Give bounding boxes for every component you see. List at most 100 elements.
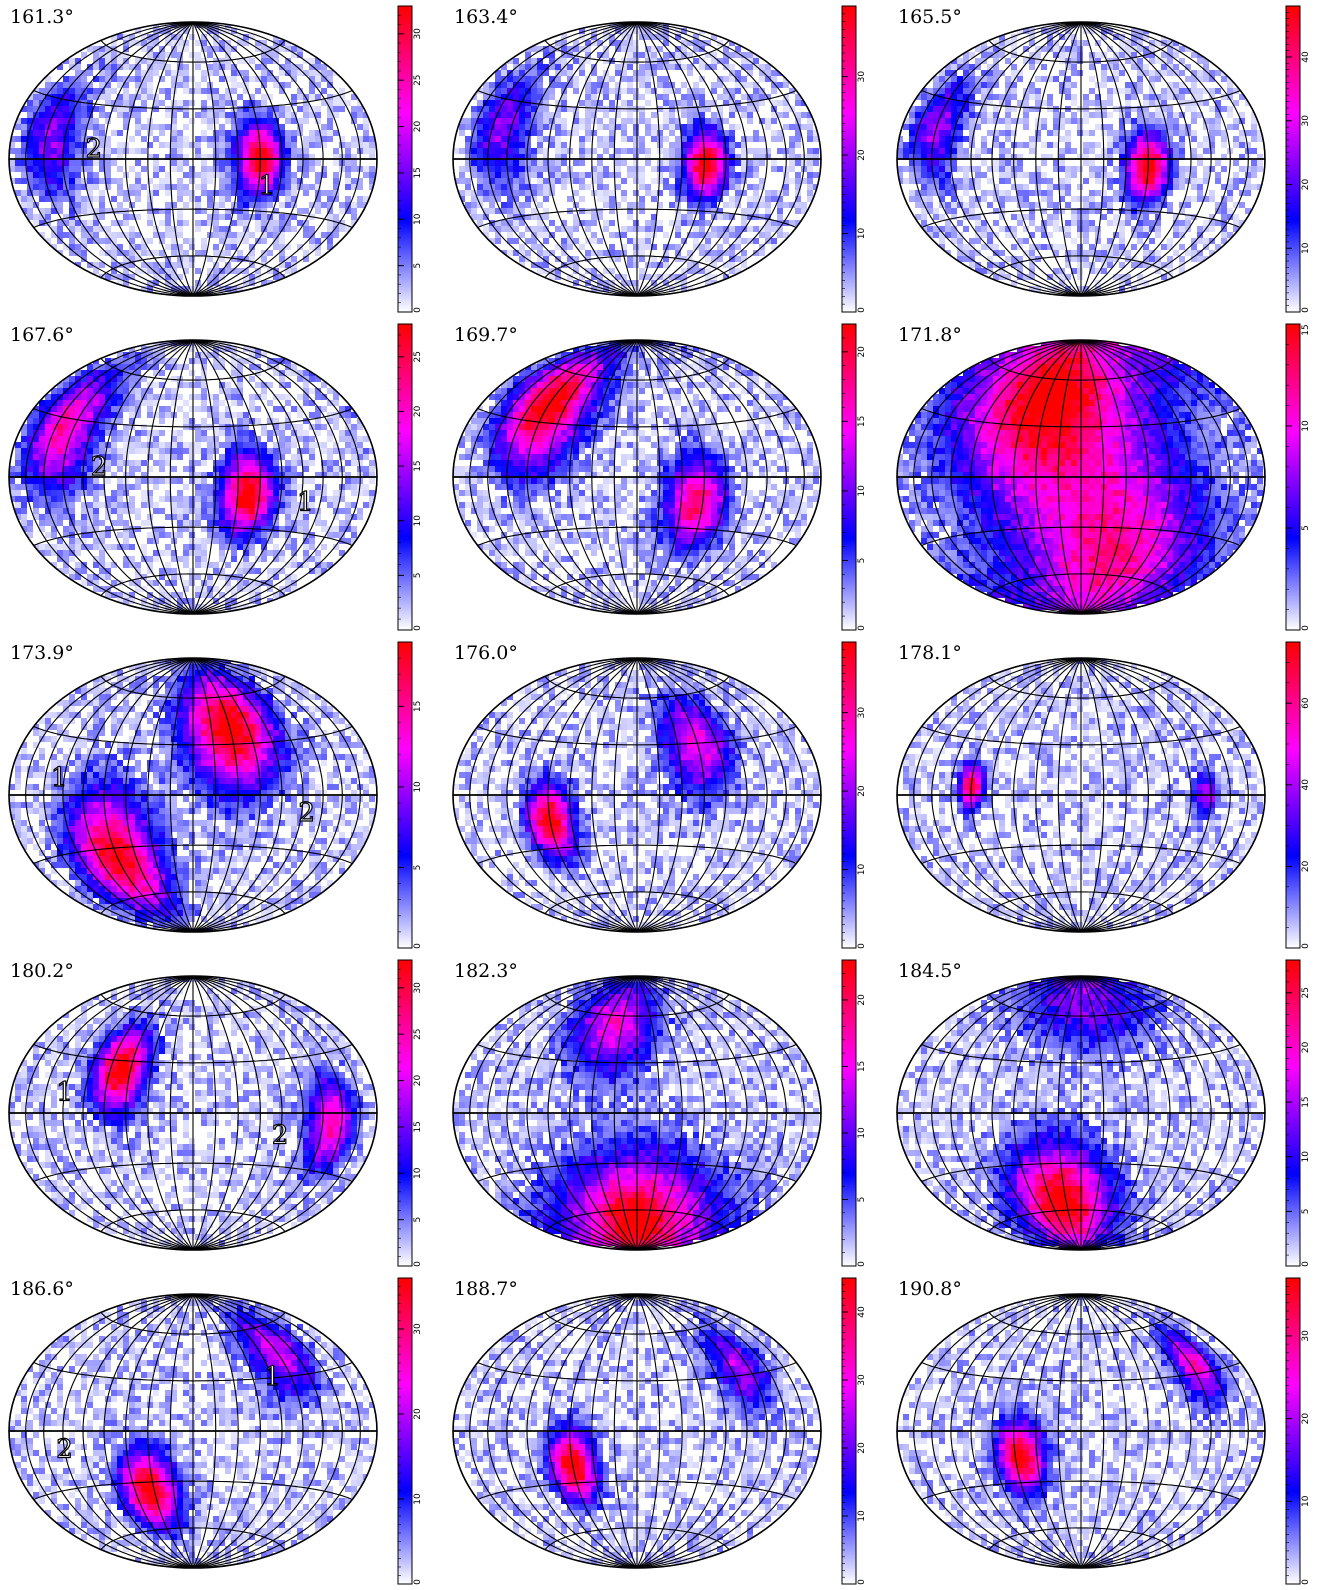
heat-pixel [687, 214, 693, 220]
heat-pixel [561, 70, 567, 76]
heat-pixel [1035, 184, 1041, 190]
heat-pixel [345, 148, 351, 154]
heat-pixel [51, 172, 57, 178]
heat-pixel [1191, 82, 1197, 88]
heat-pixel [243, 70, 249, 76]
heat-pixel [765, 226, 771, 232]
heat-pixel [1023, 184, 1029, 190]
heat-pixel [519, 232, 525, 238]
heat-pixel [537, 136, 543, 142]
heat-pixel [987, 232, 993, 238]
heat-pixel [189, 382, 195, 388]
heat-pixel [1215, 160, 1221, 166]
heat-pixel [939, 160, 945, 166]
heat-pixel [921, 160, 927, 166]
heat-pixel [69, 142, 75, 148]
heat-pixel [585, 100, 591, 106]
heat-pixel [81, 118, 87, 124]
heat-pixel [243, 196, 249, 202]
heat-pixel [1041, 178, 1047, 184]
heat-pixel [975, 178, 981, 184]
heat-pixel [1173, 172, 1179, 178]
heat-pixel [57, 196, 63, 202]
heat-pixel [783, 124, 789, 130]
heat-pixel [99, 214, 105, 220]
heat-pixel [663, 94, 669, 100]
heat-pixel [213, 268, 219, 274]
heat-pixel [1083, 160, 1089, 166]
heat-pixel [627, 256, 633, 262]
heat-pixel [537, 130, 543, 136]
heat-pixel [123, 112, 129, 118]
heat-pixel [591, 238, 597, 244]
heat-pixel [69, 376, 75, 382]
heat-pixel [231, 76, 237, 82]
heat-pixel [669, 106, 675, 112]
heat-pixel [759, 148, 765, 154]
heat-pixel [225, 112, 231, 118]
heat-pixel [657, 136, 663, 142]
heat-pixel [45, 208, 51, 214]
heat-pixel [477, 142, 483, 148]
heat-pixel [765, 148, 771, 154]
heat-pixel [105, 250, 111, 256]
heat-pixel [159, 166, 165, 172]
heat-pixel [633, 226, 639, 232]
heat-pixel [297, 160, 303, 166]
heat-pixel [315, 160, 321, 166]
heat-pixel [699, 250, 705, 256]
heat-pixel [231, 70, 237, 76]
heat-pixel [711, 232, 717, 238]
heat-pixel [87, 166, 93, 172]
heat-pixel [939, 130, 945, 136]
heat-pixel [681, 196, 687, 202]
heat-pixel [117, 232, 123, 238]
heat-pixel [123, 100, 129, 106]
heat-pixel [603, 148, 609, 154]
heat-pixel [39, 112, 45, 118]
heat-pixel [261, 70, 267, 76]
heat-pixel [1137, 238, 1143, 244]
heat-pixel [651, 190, 657, 196]
heat-pixel [657, 94, 663, 100]
heat-pixel [759, 202, 765, 208]
heat-pixel [327, 226, 333, 232]
heat-pixel [1065, 130, 1071, 136]
heat-pixel [1011, 196, 1017, 202]
heat-pixel [633, 160, 639, 166]
heat-pixel [1023, 118, 1029, 124]
heat-pixel [1095, 112, 1101, 118]
heat-pixel [357, 106, 363, 112]
heat-pixel [1017, 184, 1023, 190]
heat-pixel [1083, 148, 1089, 154]
heat-pixel [285, 166, 291, 172]
heat-pixel [1089, 220, 1095, 226]
heat-pixel [501, 178, 507, 184]
heat-pixel [279, 220, 285, 226]
heat-pixel [333, 214, 339, 220]
colorbar-tick-label: 25 [413, 74, 423, 85]
heat-pixel [201, 400, 207, 406]
heat-pixel [75, 112, 81, 118]
heat-pixel [165, 202, 171, 208]
heat-pixel [1197, 226, 1203, 232]
heat-pixel [105, 70, 111, 76]
heat-pixel [477, 220, 483, 226]
heat-pixel [645, 238, 651, 244]
heat-pixel [1173, 82, 1179, 88]
heat-pixel [87, 184, 93, 190]
heat-pixel [1149, 118, 1155, 124]
heat-pixel [561, 58, 567, 64]
heat-pixel [225, 178, 231, 184]
heat-pixel [1131, 190, 1137, 196]
heat-pixel [1089, 244, 1095, 250]
heat-pixel [15, 160, 21, 166]
heat-pixel [237, 232, 243, 238]
heat-pixel [285, 196, 291, 202]
heat-pixel [669, 124, 675, 130]
heat-pixel [633, 88, 639, 94]
heat-pixel [231, 160, 237, 166]
heat-pixel [225, 166, 231, 172]
heat-pixel [75, 184, 81, 190]
heat-pixel [129, 76, 135, 82]
